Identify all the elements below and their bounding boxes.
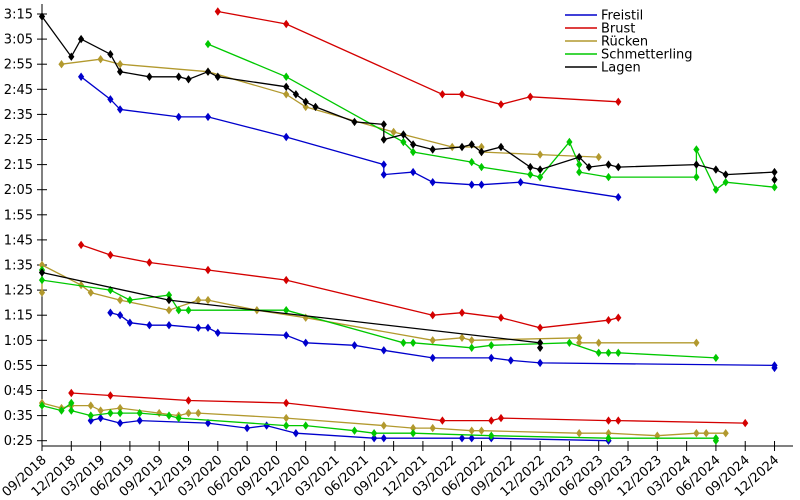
y-tick-label: 2:05	[4, 183, 33, 198]
series-ruecken-middle	[38, 260, 700, 347]
series-schmetterling-middle	[38, 265, 719, 363]
y-tick-label: 0:25	[4, 434, 33, 449]
series-brust-bottom	[68, 388, 749, 428]
y-tick-label: 2:15	[4, 158, 33, 173]
series-lagen-top	[38, 12, 778, 184]
legend-item-freistil: Freistil	[565, 9, 643, 24]
series-line	[41, 16, 776, 180]
legend-item-schmetterling: Schmetterling	[565, 48, 693, 63]
y-tick-label: 2:25	[4, 133, 33, 148]
series-markers	[107, 308, 778, 373]
series-line	[41, 263, 697, 344]
y-tick-label: 1:05	[4, 334, 33, 349]
series-line	[80, 76, 619, 198]
legend-item-lagen: Lagen	[565, 61, 641, 76]
series-line	[71, 392, 746, 424]
series-freistil-bottom	[87, 413, 612, 445]
legend-label: Rücken	[601, 35, 648, 50]
series-markers	[78, 240, 622, 332]
y-tick-label: 1:45	[4, 233, 33, 248]
series-line	[41, 401, 717, 441]
legend-label: Brust	[601, 22, 635, 37]
series-line	[41, 402, 726, 437]
y-tick-label: 1:35	[4, 259, 33, 274]
series-lagen-middle	[38, 268, 544, 352]
series-brust-top	[214, 7, 622, 109]
series-ruecken-top	[58, 55, 602, 162]
axes	[41, 4, 793, 447]
series-markers	[38, 12, 778, 184]
series-schmetterling-bottom	[38, 398, 719, 445]
series-line	[207, 43, 775, 191]
x-axis: 09/201812/201803/201906/201909/201912/20…	[0, 441, 782, 500]
y-tick-label: 1:55	[4, 208, 33, 223]
legend-item-brust: Brust	[565, 22, 635, 37]
series-freistil-middle	[107, 308, 778, 373]
y-tick-label: 3:05	[4, 33, 33, 48]
series-markers	[38, 398, 729, 440]
series-markers	[78, 72, 622, 202]
y-tick-label: 0:55	[4, 359, 33, 374]
series-ruecken-bottom	[38, 398, 729, 440]
y-tick-label: 0:35	[4, 409, 33, 424]
y-axis: 0:25 0:35 0:45 0:55 1:05 1:15 1:25 1:35 1:45 1:55…	[4, 8, 47, 449]
series-freistil-top	[78, 72, 622, 202]
series-markers	[87, 413, 612, 445]
y-tick-label: 2:45	[4, 83, 33, 98]
series-line	[90, 417, 609, 442]
series-line	[217, 10, 619, 106]
series-line	[110, 312, 776, 368]
y-tick-label: 2:55	[4, 58, 33, 73]
legend-label: Freistil	[601, 9, 643, 24]
series-line	[41, 270, 716, 359]
series-line	[80, 244, 619, 329]
series-brust-middle	[78, 240, 622, 332]
y-tick-label: 2:35	[4, 108, 33, 123]
series-line	[61, 58, 599, 158]
legend-label: Schmetterling	[601, 48, 693, 63]
series-markers	[204, 39, 778, 194]
series-markers	[58, 55, 602, 162]
series-schmetterling-top	[204, 39, 778, 194]
y-tick-label: 3:15	[4, 8, 33, 23]
legend-label: Lagen	[601, 61, 641, 76]
series-markers	[38, 265, 719, 363]
y-tick-label: 0:45	[4, 384, 33, 399]
y-tick-label: 1:25	[4, 284, 33, 299]
legend-item-ruecken: Rücken	[565, 35, 648, 50]
y-tick-label: 1:15	[4, 309, 33, 324]
